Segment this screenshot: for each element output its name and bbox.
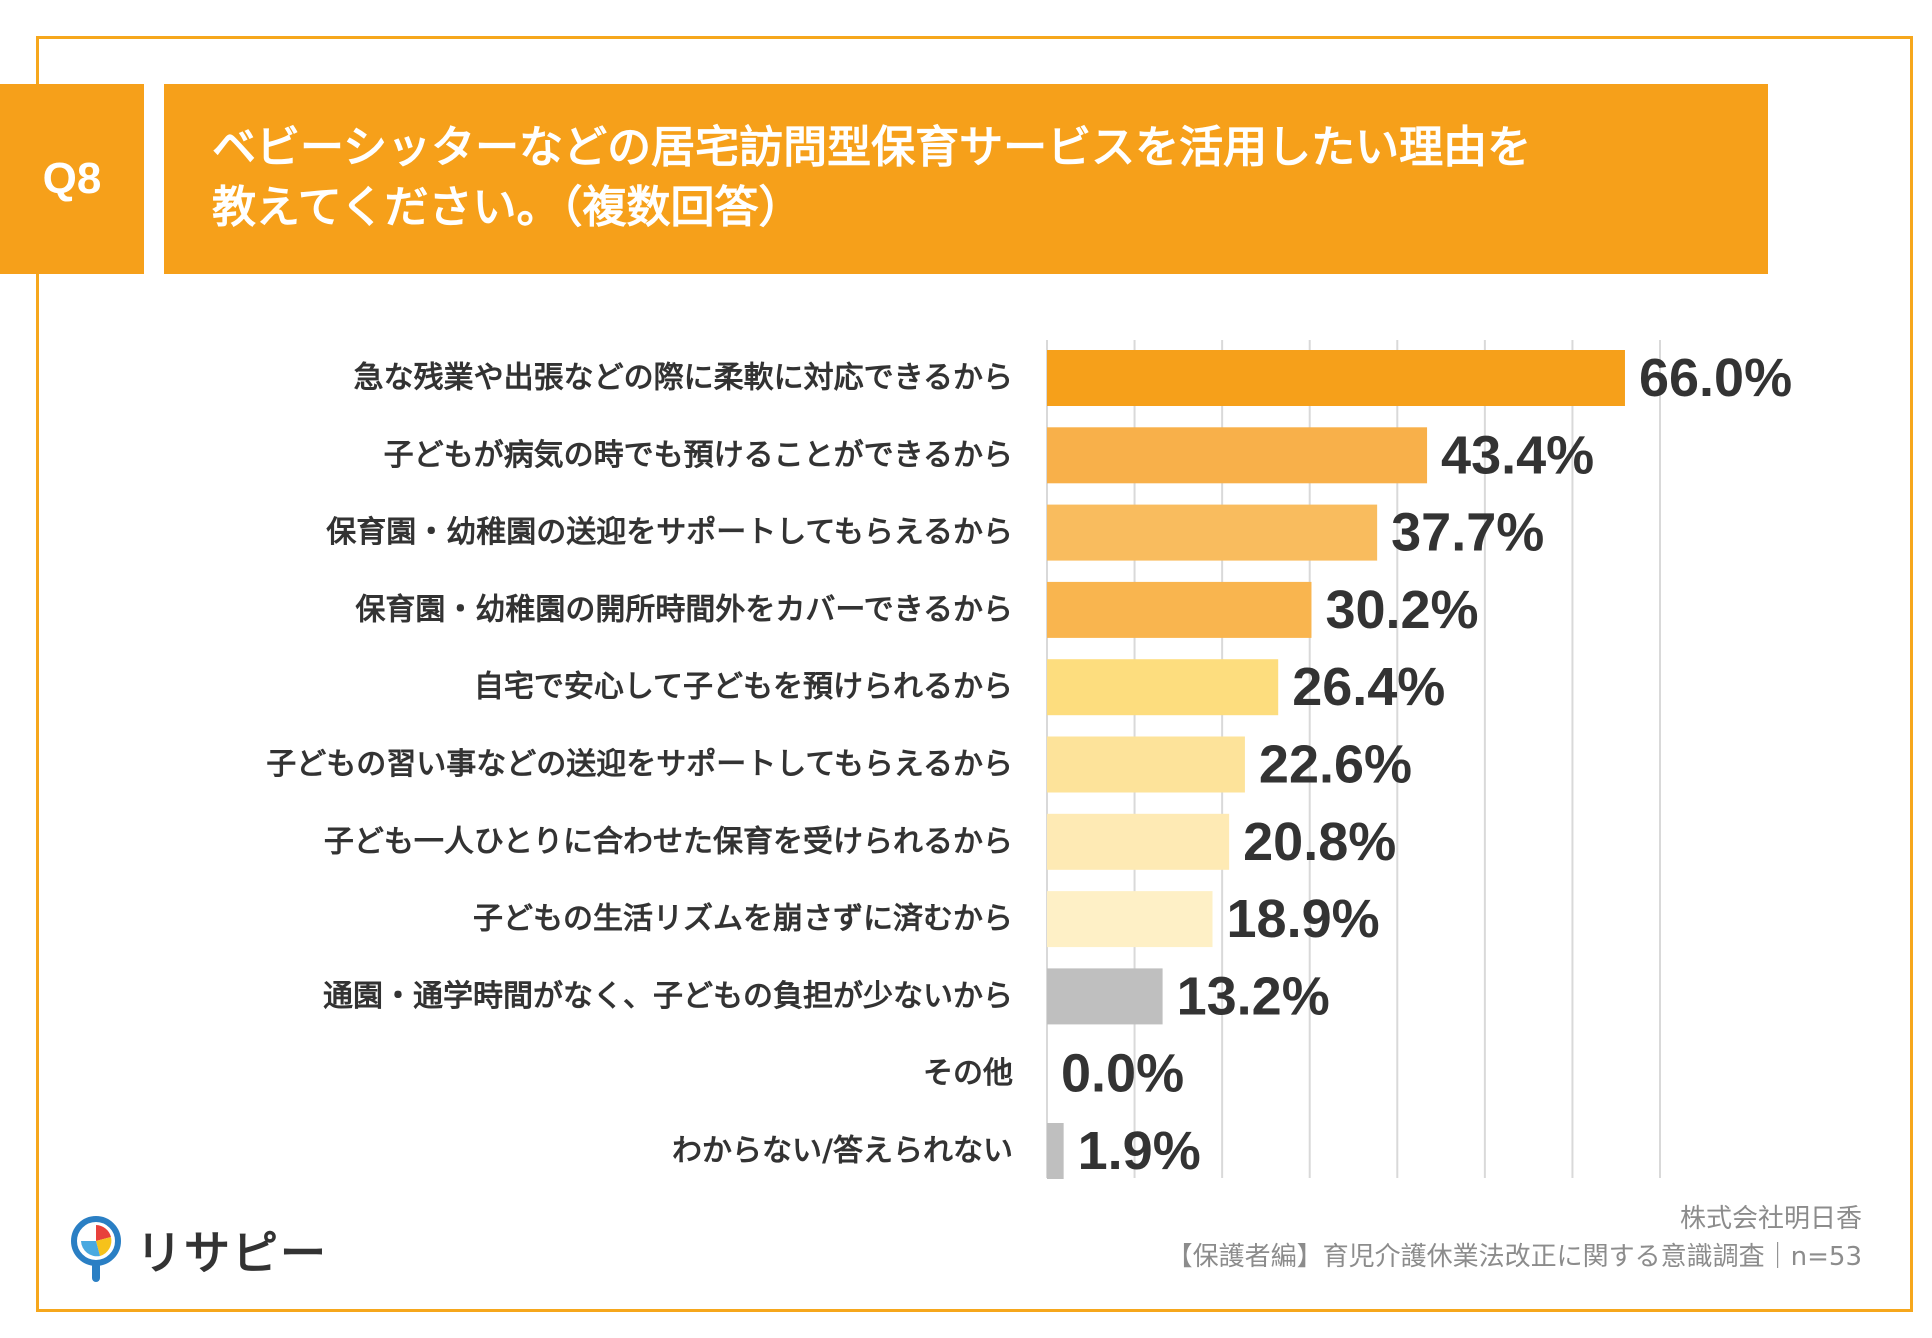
value-label: 66.0% [1639,348,1792,408]
category-label: 保育園・幼稚園の開所時間外をカバーできるから [355,592,1013,627]
question-title: ベビーシッターなどの居宅訪問型保育サービスを活用したい理由を 教えてください。（… [164,84,1768,274]
value-label: 22.6% [1259,735,1412,795]
pin-logo-icon [71,1216,121,1282]
bar [1047,504,1378,561]
category-label: 保育園・幼稚園の送迎をサポートしてもらえるから [326,515,1013,550]
bar [1047,350,1625,406]
category-label: その他 [923,1056,1013,1091]
value-label: 1.9% [1078,1121,1201,1181]
category-label: 子どもが病気の時でも預けることができるから [384,438,1013,473]
value-label: 30.2% [1325,580,1478,640]
source-survey: 【保護者編】育児介護休業法改正に関する意識調査｜n=53 [1166,1242,1862,1272]
category-label: 自宅で安心して子どもを預けられるから [474,670,1013,705]
labels: 急な残業や出張などの際に柔軟に対応できるから 66.0% 子どもが病気の時でも預ける… [266,348,1792,1181]
bars [1047,350,1625,1179]
category-label: 急な残業や出張などの際に柔軟に対応できるから [354,361,1013,396]
value-label: 37.7% [1391,503,1544,563]
category-label: わからない/答えられない [672,1134,1013,1169]
value-label: 0.0% [1061,1044,1184,1104]
frame-border [36,36,1913,1312]
brand-logo: リサピー [70,1215,328,1285]
source-company: 株式会社明日香 [1679,1204,1862,1234]
category-label: 子どもの習い事などの送迎をサポートしてもらえるから [266,747,1013,782]
value-label: 26.4% [1292,657,1445,717]
category-label: 子ども一人ひとりに合わせた保育を受けられるから [324,824,1013,859]
value-label: 13.2% [1177,966,1330,1026]
value-label: 18.9% [1227,889,1380,949]
category-label: 通園・通学時間がなく、子どもの負担が少ないから [323,979,1013,1014]
question-title-line2: 教えてください。（複数回答） [212,182,803,233]
bar [1047,427,1428,484]
question-badge: Q8 [0,84,144,274]
bar [1047,736,1245,793]
question-title-line1: ベビーシッターなどの居宅訪問型保育サービスを活用したい理由を [212,122,1532,173]
bar [1047,968,1163,1025]
bar [1047,813,1230,870]
value-label: 20.8% [1243,812,1396,872]
bar [1047,1123,1064,1179]
bar [1047,891,1213,948]
bar [1047,581,1312,638]
bar [1047,659,1279,716]
value-label: 43.4% [1441,425,1594,485]
logo-text: リサピー [136,1226,328,1280]
category-label: 子どもの生活リズムを崩さずに済むから [473,902,1013,937]
source-credit: 株式会社明日香 【保護者編】育児介護休業法改正に関する意識調査｜n=53 [1167,1200,1862,1276]
